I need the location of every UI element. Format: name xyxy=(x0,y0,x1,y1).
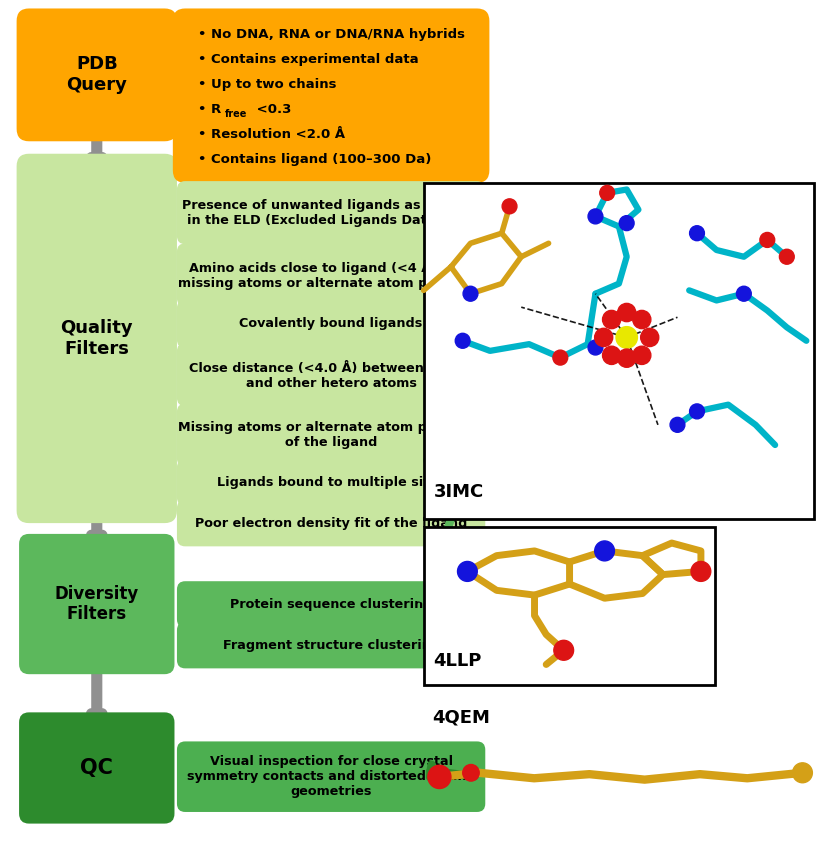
Circle shape xyxy=(633,346,651,364)
Text: Fragment structure clustering: Fragment structure clustering xyxy=(222,639,440,651)
FancyBboxPatch shape xyxy=(17,8,177,141)
Circle shape xyxy=(737,286,751,302)
Circle shape xyxy=(602,346,621,364)
Circle shape xyxy=(553,350,568,365)
Text: • R: • R xyxy=(198,102,221,116)
FancyBboxPatch shape xyxy=(173,8,489,183)
Text: Diversity
Filters: Diversity Filters xyxy=(55,584,139,623)
Text: Protein sequence clustering: Protein sequence clustering xyxy=(230,598,432,611)
Circle shape xyxy=(670,418,685,432)
FancyBboxPatch shape xyxy=(177,403,485,467)
Text: PDB
Query: PDB Query xyxy=(66,55,128,94)
Circle shape xyxy=(463,286,478,302)
FancyBboxPatch shape xyxy=(19,712,175,823)
Text: Presence of unwanted ligands as defined
in the ELD (Excluded Ligands Database): Presence of unwanted ligands as defined … xyxy=(182,199,480,227)
Circle shape xyxy=(428,766,451,789)
Bar xyxy=(424,527,716,685)
Circle shape xyxy=(616,327,638,348)
Text: <0.3: <0.3 xyxy=(252,102,291,116)
Text: Amino acids close to ligand (<4 Å) with
missing atoms or alternate atom position: Amino acids close to ligand (<4 Å) with … xyxy=(178,260,484,290)
Bar xyxy=(424,183,814,519)
Text: Poor electron density fit of the ligand: Poor electron density fit of the ligand xyxy=(195,517,467,529)
Text: QC: QC xyxy=(81,758,113,778)
Text: Visual inspection for close crystal
symmetry contacts and distorted ligand
geome: Visual inspection for close crystal symm… xyxy=(187,756,476,798)
Text: Quality
Filters: Quality Filters xyxy=(60,319,133,357)
Circle shape xyxy=(457,562,477,581)
Circle shape xyxy=(760,232,774,247)
Circle shape xyxy=(641,329,659,346)
FancyBboxPatch shape xyxy=(177,181,485,244)
Circle shape xyxy=(633,310,651,329)
Circle shape xyxy=(618,349,636,368)
Text: Missing atoms or alternate atom positions
of the ligand: Missing atoms or alternate atom position… xyxy=(179,421,484,449)
Text: 4QEM: 4QEM xyxy=(432,708,490,726)
Circle shape xyxy=(595,541,614,561)
Text: 4LLP: 4LLP xyxy=(434,652,482,670)
Circle shape xyxy=(588,209,603,224)
Circle shape xyxy=(600,185,615,201)
Circle shape xyxy=(690,404,705,419)
Circle shape xyxy=(588,340,603,355)
Text: Ligands bound to multiple sites: Ligands bound to multiple sites xyxy=(217,476,446,489)
Circle shape xyxy=(691,562,711,581)
Circle shape xyxy=(463,765,479,781)
FancyBboxPatch shape xyxy=(177,500,485,546)
Circle shape xyxy=(602,310,621,329)
Text: • Contains experimental data: • Contains experimental data xyxy=(198,53,419,66)
Circle shape xyxy=(502,199,517,213)
FancyBboxPatch shape xyxy=(177,343,485,406)
FancyBboxPatch shape xyxy=(177,741,485,812)
Text: Covalently bound ligands: Covalently bound ligands xyxy=(239,318,423,330)
Text: Close distance (<4.0 Å) between ligand
and other hetero atoms: Close distance (<4.0 Å) between ligand a… xyxy=(189,359,473,390)
Circle shape xyxy=(619,216,634,230)
FancyBboxPatch shape xyxy=(177,243,485,307)
FancyBboxPatch shape xyxy=(177,459,485,506)
Circle shape xyxy=(779,249,795,264)
Circle shape xyxy=(793,763,812,783)
FancyBboxPatch shape xyxy=(17,154,177,523)
Circle shape xyxy=(595,329,612,346)
Text: 3IMC: 3IMC xyxy=(434,483,484,501)
Text: • Resolution <2.0 Å: • Resolution <2.0 Å xyxy=(198,128,346,141)
Text: • Contains ligand (100–300 Da): • Contains ligand (100–300 Da) xyxy=(198,152,432,166)
Circle shape xyxy=(456,334,470,348)
FancyBboxPatch shape xyxy=(19,534,175,674)
Circle shape xyxy=(554,640,574,660)
Circle shape xyxy=(690,226,705,241)
Circle shape xyxy=(618,303,636,322)
Text: free: free xyxy=(225,109,247,119)
FancyBboxPatch shape xyxy=(177,300,485,348)
FancyBboxPatch shape xyxy=(177,622,485,668)
Text: • No DNA, RNA or DNA/RNA hybrids: • No DNA, RNA or DNA/RNA hybrids xyxy=(198,28,466,42)
Text: • Up to two chains: • Up to two chains xyxy=(198,78,336,91)
FancyBboxPatch shape xyxy=(177,581,485,628)
